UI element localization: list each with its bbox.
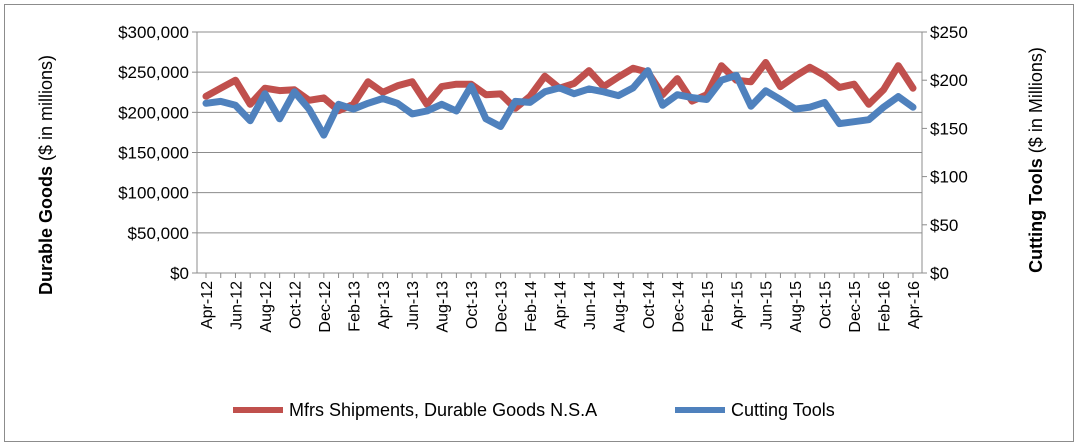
left-axis-title-unit: ($ in millions) — [36, 55, 56, 161]
right-tick-label: $0 — [930, 264, 949, 283]
legend-label-durable-goods: Mfrs Shipments, Durable Goods N.S.A — [289, 400, 597, 420]
x-tick-label: Oct-15 — [818, 281, 835, 329]
x-tick-label: Feb-15 — [700, 281, 717, 332]
x-tick-label: Dec-12 — [317, 281, 334, 333]
left-axis-ticks: $0 $50,000 $100,000 $150,000 $200,000 $250,00… — [118, 23, 197, 283]
x-tick-label: Dec-13 — [494, 281, 511, 333]
left-tick-label: $250,000 — [118, 63, 189, 82]
right-axis-ticks: $0 $50 $100 $150 $200 $250 — [922, 23, 968, 283]
chart-frame — [4, 4, 1074, 442]
x-tick-label: Aug-13 — [435, 281, 452, 333]
series-line-cutting-tools — [202, 67, 917, 139]
left-tick-label: $200,000 — [118, 103, 189, 122]
x-tick-label: Feb-13 — [346, 281, 363, 332]
x-tick-label: Aug-15 — [788, 281, 805, 333]
series-lines — [202, 59, 917, 139]
right-tick-label: $150 — [930, 119, 968, 138]
x-tick-label: Oct-12 — [287, 281, 304, 329]
right-tick-label: $250 — [930, 23, 968, 42]
right-axis-title: Cutting Tools ($ in Millions) — [1026, 47, 1046, 273]
left-tick-label: $300,000 — [118, 23, 189, 42]
left-tick-label: $100,000 — [118, 184, 189, 203]
x-tick-label: Apr-15 — [729, 281, 746, 329]
x-tick-label: Oct-13 — [464, 281, 481, 329]
x-axis-ticks: Apr-12 Jun-12 Aug-12 Oct-12 Dec-12 Feb-13 Apr-… — [199, 273, 923, 333]
left-axis-title-bold: Durable Goods — [36, 166, 56, 295]
x-tick-label: Oct-14 — [641, 281, 658, 329]
right-tick-label: $50 — [930, 216, 958, 235]
x-tick-label: Dec-14 — [670, 281, 687, 333]
left-tick-label: $0 — [170, 264, 189, 283]
x-tick-label: Aug-14 — [611, 281, 628, 333]
right-axis-title-bold: Cutting Tools — [1026, 158, 1046, 273]
legend-label-cutting-tools: Cutting Tools — [731, 400, 835, 420]
x-tick-label: Apr-16 — [906, 281, 923, 329]
x-tick-label: Apr-13 — [376, 281, 393, 329]
right-tick-label: $100 — [930, 168, 968, 187]
x-tick-label: Dec-15 — [847, 281, 864, 333]
x-tick-label: Aug-12 — [258, 281, 275, 333]
right-tick-label: $200 — [930, 71, 968, 90]
left-tick-label: $150,000 — [118, 144, 189, 163]
x-tick-label: Jun-14 — [582, 281, 599, 330]
x-tick-label: Apr-14 — [553, 281, 570, 329]
right-axis-title-unit: ($ in Millions) — [1026, 47, 1046, 153]
left-axis-title: Durable Goods ($ in millions) — [36, 55, 56, 295]
x-tick-label: Apr-12 — [199, 281, 216, 329]
x-tick-label: Jun-15 — [759, 281, 776, 330]
x-tick-label: Jun-12 — [228, 281, 245, 330]
legend: Mfrs Shipments, Durable Goods N.S.A Cutt… — [233, 400, 835, 420]
left-tick-label: $50,000 — [128, 224, 189, 243]
x-tick-label: Feb-14 — [523, 281, 540, 332]
x-tick-label: Feb-16 — [877, 281, 894, 332]
x-tick-label: Jun-13 — [405, 281, 422, 330]
